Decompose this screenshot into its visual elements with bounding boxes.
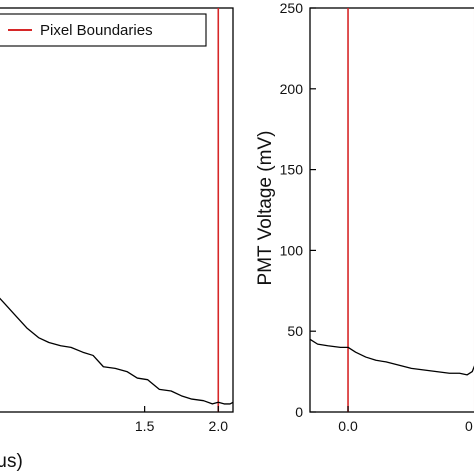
left-x-axis-title: μs): [0, 451, 23, 472]
right-y-tick-label: 100: [280, 242, 304, 258]
right-y-tick-label: 50: [287, 323, 303, 339]
right-y-tick-label: 250: [280, 0, 304, 16]
right-y-tick-label: 0: [295, 404, 303, 420]
right-x-tick-label: 0.5: [465, 418, 474, 434]
left-series-line: [0, 297, 234, 405]
right-y-tick-label: 200: [280, 81, 304, 97]
left-plot-frame: [0, 7, 234, 413]
right-plot-frame: [309, 7, 474, 413]
legend-box: [0, 13, 207, 47]
left-plot-marks: 1.5 2.0: [0, 8, 234, 434]
right-y-tick-label: 150: [280, 162, 304, 178]
right-series-line: [309, 338, 474, 376]
right-y-axis-title: PMT Voltage (mV): [255, 131, 276, 286]
left-x-tick-label: 2.0: [209, 418, 229, 434]
legend-label: Pixel Boundaries: [40, 22, 153, 39]
right-plot-marks: 0.0 0.5 0 50 100 150 200 250: [280, 0, 474, 434]
right-x-tick-label: 0.0: [338, 418, 358, 434]
legend: Pixel Boundaries: [0, 13, 207, 47]
left-x-tick-label: 1.5: [135, 418, 155, 434]
